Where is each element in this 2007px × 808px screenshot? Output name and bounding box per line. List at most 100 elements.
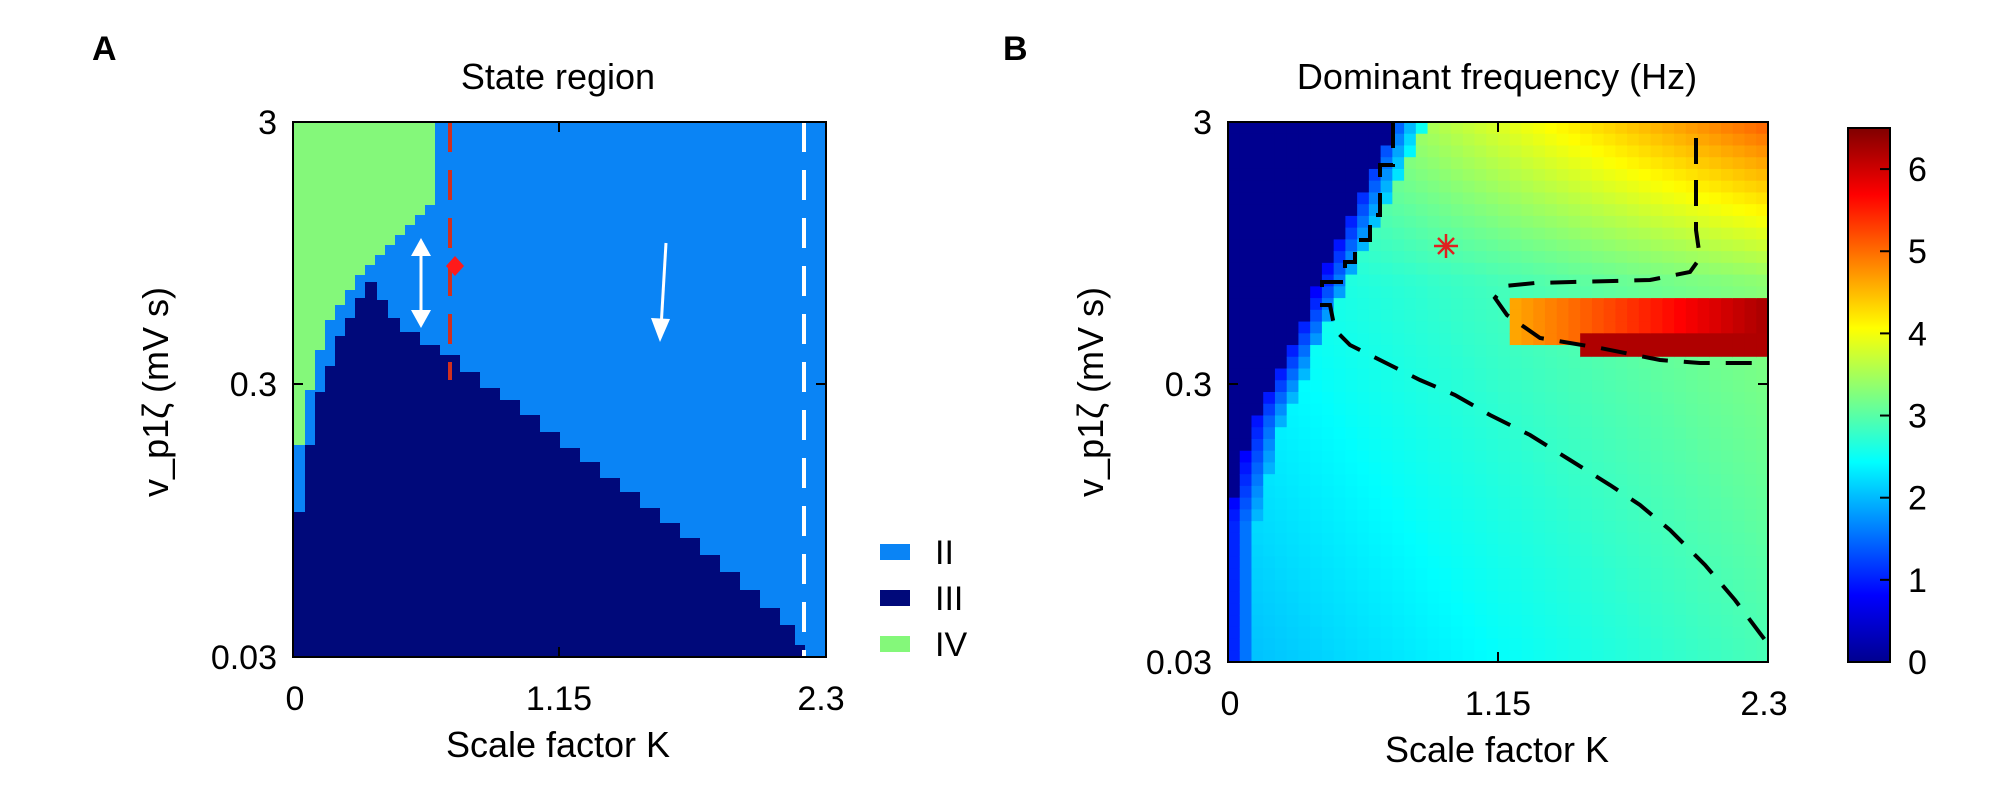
heatmap-cell [1650, 438, 1663, 452]
heatmap-cell [1580, 122, 1593, 135]
heatmap-cell [1228, 556, 1241, 569]
heatmap-cell [1697, 485, 1710, 499]
heatmap-cell [1521, 168, 1534, 182]
heatmap-cell [1509, 122, 1523, 135]
heatmap-cell [1263, 192, 1276, 205]
heatmap-cell [1368, 298, 1382, 311]
heatmap-cell [1591, 368, 1605, 381]
heatmap-cell [1685, 427, 1699, 440]
heatmap-cell [1638, 521, 1652, 534]
heatmap-cell [1451, 204, 1464, 217]
heatmap-cell [1228, 368, 1241, 381]
heatmap-cell [1228, 333, 1241, 346]
heatmap-cell [1333, 321, 1346, 334]
heatmap-cell [1321, 579, 1335, 593]
heatmap-cell [1650, 298, 1663, 311]
heatmap-cell [1732, 544, 1746, 557]
heatmap-cell [1451, 321, 1464, 334]
heatmap-cell [1439, 532, 1452, 546]
heatmap-cell [1732, 392, 1746, 405]
heatmap-cell [1251, 497, 1264, 510]
heatmap-cell [1674, 474, 1687, 487]
heatmap-cell [1697, 298, 1710, 311]
heatmap-cell [1474, 450, 1487, 464]
heatmap-cell [1415, 544, 1429, 557]
heatmap-cell [1474, 122, 1487, 135]
heatmap-cell [1251, 615, 1264, 628]
heatmap-cell [1427, 450, 1440, 464]
heatmap-cell [1591, 521, 1605, 534]
heatmap-cell [1615, 626, 1628, 640]
contour-high-frequency [1492, 138, 1768, 365]
heatmap-cell [1310, 333, 1323, 346]
heatmap-cell [1568, 415, 1581, 428]
heatmap-cell [1357, 192, 1370, 205]
heatmap-cell [1756, 309, 1768, 323]
heatmap-cell [1721, 145, 1734, 158]
heatmap-cell [1345, 133, 1358, 147]
heatmap-cell [1756, 415, 1768, 428]
heatmap-cell [1509, 638, 1523, 651]
frequency-heatmap [1228, 122, 1768, 662]
heatmap-cell [1756, 180, 1768, 194]
heatmap-cell [1580, 262, 1593, 276]
heatmap-cell [1674, 579, 1687, 593]
heatmap-cell [1263, 544, 1276, 557]
heatmap-cell [1239, 462, 1253, 475]
heatmap-cell [1251, 239, 1264, 252]
heatmap-cell [1709, 262, 1722, 276]
heatmap-cell [1345, 532, 1358, 546]
heatmap-cell [1474, 168, 1487, 182]
heatmap-cell [1544, 239, 1558, 252]
heatmap-cell [1404, 309, 1417, 323]
heatmap-cell [1697, 615, 1710, 628]
heatmap-cell [1580, 392, 1593, 405]
heatmap-cell [1357, 262, 1370, 276]
heatmap-cell [1591, 626, 1605, 640]
heatmap-cell [1533, 262, 1546, 276]
heatmap-cell [1439, 556, 1452, 569]
heatmap-cell [1251, 579, 1264, 593]
heatmap-cell [1556, 215, 1570, 229]
heatmap-cell [1228, 403, 1241, 417]
heatmap-cell [1380, 286, 1393, 299]
heatmap-cell [1685, 298, 1699, 311]
heatmap-cell [1697, 591, 1710, 604]
heatmap-cell [1591, 497, 1605, 510]
panel-b-xlabel: Scale factor K [1385, 729, 1609, 770]
heatmap-cell [1662, 532, 1675, 546]
heatmap-cell [1721, 485, 1734, 499]
heatmap-cell [1474, 204, 1487, 217]
heatmap-cell [1486, 133, 1499, 147]
heatmap-cell [1709, 345, 1722, 358]
heatmap-cell [1697, 544, 1710, 557]
heatmap-cell [1286, 556, 1300, 569]
heatmap-cell [1274, 544, 1288, 557]
heatmap-cell [1721, 204, 1734, 217]
heatmap-cell [1709, 603, 1722, 616]
heatmap-cell [1310, 368, 1323, 381]
heatmap-cell [1392, 157, 1405, 170]
heatmap-cell [1638, 392, 1652, 405]
heatmap-cell [1451, 168, 1464, 182]
heatmap-cell [1274, 497, 1288, 510]
heatmap-cell [1580, 474, 1593, 487]
heatmap-cell [1486, 568, 1499, 581]
heatmap-cell [1697, 521, 1710, 534]
heatmap-cell [1274, 274, 1288, 287]
heatmap-cell [1427, 521, 1440, 534]
heatmap-cell [1357, 356, 1370, 370]
heatmap-cell [1228, 626, 1241, 640]
heatmap-cell [1462, 333, 1476, 346]
heatmap-cell [1274, 462, 1288, 475]
heatmap-cell [1591, 403, 1605, 417]
heatmap-cell [1392, 626, 1405, 640]
heatmap-cell [1486, 145, 1499, 158]
heatmap-cell [1498, 204, 1511, 217]
heatmap-cell [1662, 204, 1675, 217]
heatmap-cell [1709, 485, 1722, 499]
heatmap-cell [1580, 650, 1593, 662]
heatmap-cell [1498, 650, 1511, 662]
heatmap-cell [1462, 485, 1476, 499]
heatmap-cell [1321, 262, 1335, 276]
